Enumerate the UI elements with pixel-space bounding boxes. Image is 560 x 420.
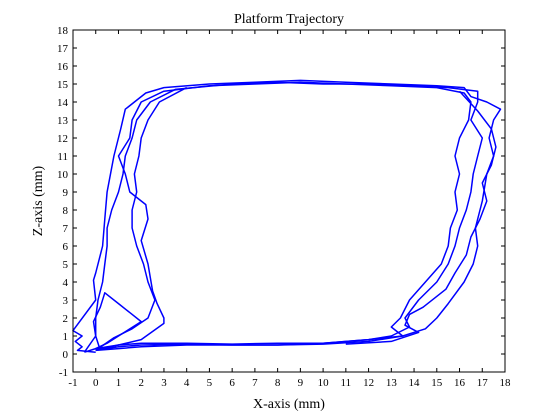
y-tick-label: 16 [57,61,69,73]
x-tick-label: 15 [431,377,443,389]
y-tick-label: 10 [57,169,69,181]
axis-ticks: -1 0 1 2 3 4 5 6 7 8 9 10 11 12 13 14 15 16 17 18-101234567… [57,25,511,389]
y-tick-label: 15 [57,79,69,91]
x-tick-label: 4 [184,377,190,389]
x-tick-label: 0 [93,377,99,389]
x-tick-label: 17 [477,377,489,389]
y-tick-label: 4 [63,277,69,289]
x-tick-label: 7 [252,377,258,389]
y-tick-label: 13 [57,115,69,127]
y-tick-label: 0 [63,349,69,361]
x-tick-label: -1 [68,377,77,389]
trajectory-line-2 [95,81,472,352]
y-tick-label: 2 [63,313,69,325]
trajectory-line-3 [83,81,484,353]
x-tick-label: 13 [386,377,398,389]
x-tick-label: 18 [500,377,512,389]
y-tick-label: 7 [63,223,69,235]
y-axis-title: Z-axis (mm) [31,165,46,236]
x-tick-label: 6 [229,377,235,389]
x-tick-label: 14 [409,377,421,389]
y-tick-label: 6 [63,241,69,253]
trajectory-lines [72,79,502,353]
y-tick-label: 1 [63,331,69,343]
trajectory-line-6 [345,90,497,345]
y-tick-label: 9 [63,187,69,199]
chart-title: Platform Trajectory [234,12,344,27]
y-tick-label: 11 [57,151,68,163]
x-tick-label: 1 [116,377,122,389]
y-tick-label: 17 [57,43,69,55]
y-tick-label: 5 [63,259,69,271]
x-tick-label: 10 [318,377,330,389]
y-tick-label: 12 [57,133,68,145]
x-tick-label: 2 [138,377,144,389]
x-tick-label: 11 [341,377,352,389]
x-tick-label: 3 [161,377,167,389]
x-tick-label: 16 [454,377,466,389]
y-tick-label: -1 [59,367,68,379]
trajectory-line-5 [95,86,188,352]
trajectory-line-4 [92,292,142,351]
y-tick-label: 18 [57,25,69,37]
plot-frame [72,29,506,373]
x-tick-label: 8 [275,377,281,389]
y-tick-label: 3 [63,295,69,307]
y-tick-label: 8 [63,205,69,217]
x-tick-label: 5 [207,377,213,389]
x-tick-label: 9 [298,377,304,389]
x-axis-title: X-axis (mm) [253,397,325,412]
x-tick-label: 12 [363,377,374,389]
y-tick-label: 14 [57,97,69,109]
